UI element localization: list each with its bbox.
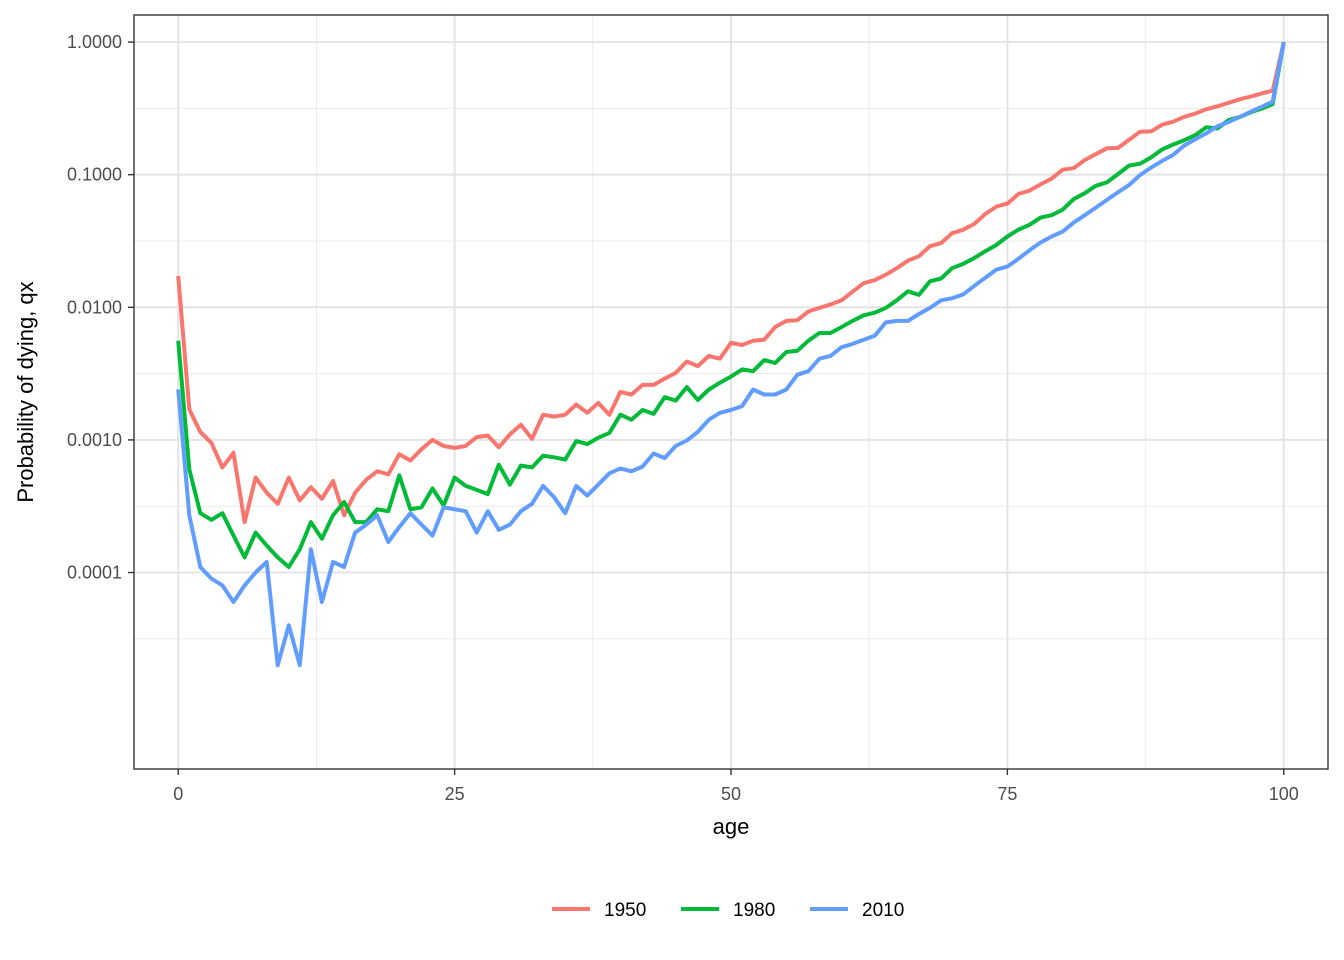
x-tick-label: 100 xyxy=(1269,784,1299,804)
legend: 1950 1980 2010 xyxy=(552,900,904,921)
series-line-1950 xyxy=(176,41,1286,525)
x-axis-title: age xyxy=(713,814,750,839)
y-tick-label: 0.0010 xyxy=(67,430,122,450)
y-tick-label: 0.1000 xyxy=(67,165,122,185)
y-tick-label: 0.0001 xyxy=(67,563,122,583)
x-axis-ticks: 0 25 50 75 100 xyxy=(173,769,1299,804)
series-line-1980 xyxy=(176,41,1286,569)
x-tick-label: 25 xyxy=(445,784,465,804)
y-tick-label: 1.0000 xyxy=(67,32,122,52)
x-tick-label: 50 xyxy=(721,784,741,804)
x-tick-label: 75 xyxy=(997,784,1017,804)
y-axis-title: Probability of dying, qx xyxy=(13,281,38,502)
x-tick-label: 0 xyxy=(173,784,183,804)
y-axis-ticks: 0.0001 0.0010 0.0100 0.1000 1.0000 xyxy=(67,32,134,583)
legend-label-2010: 2010 xyxy=(862,900,904,921)
legend-label-1950: 1950 xyxy=(604,900,646,921)
series-line-2010 xyxy=(176,41,1286,668)
legend-label-1980: 1980 xyxy=(733,900,775,921)
y-tick-label: 0.0100 xyxy=(67,297,122,317)
series-lines xyxy=(176,41,1286,668)
